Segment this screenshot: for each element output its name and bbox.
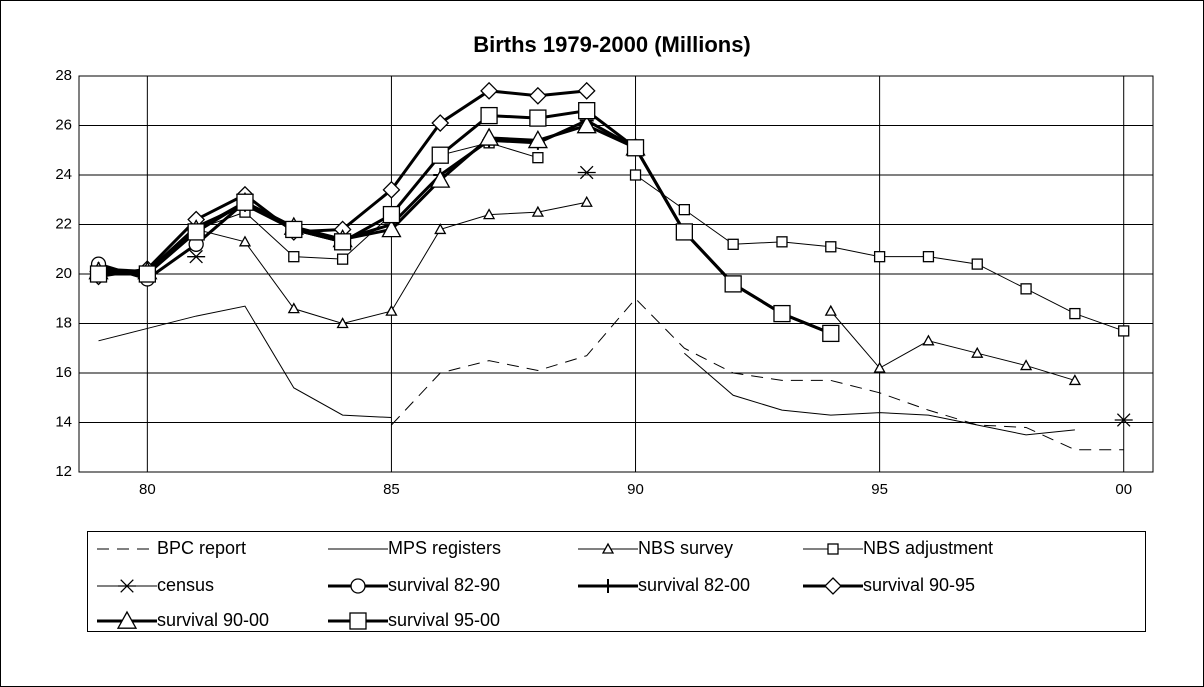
legend-label: survival 90-00 [157, 610, 269, 630]
legend-marker [827, 543, 839, 555]
data-point [430, 169, 451, 188]
data-point [529, 109, 547, 127]
data-point [580, 195, 593, 207]
series-line [98, 305, 392, 419]
legend-label: survival 82-90 [388, 575, 500, 595]
data-point [971, 346, 984, 358]
data-point [382, 205, 401, 224]
legend-marker [118, 579, 136, 593]
data-point [482, 208, 496, 220]
data-point [873, 361, 886, 373]
x-tick-label: 80 [139, 481, 156, 498]
data-point [922, 251, 935, 263]
data-point [678, 203, 690, 216]
y-tick-label: 14 [55, 413, 72, 430]
data-point [336, 317, 349, 329]
legend-marker [350, 578, 366, 594]
legend-label: MPS registers [388, 538, 501, 558]
data-point [431, 146, 449, 164]
y-tick-label: 16 [55, 364, 72, 381]
data-point [434, 223, 447, 235]
x-tick-label: 00 [1115, 481, 1132, 498]
legend-label: survival 90-95 [863, 575, 975, 595]
x-tick-label: 90 [627, 481, 644, 498]
data-point [385, 304, 398, 316]
legend-marker [601, 579, 615, 593]
y-tick-label: 28 [55, 67, 72, 84]
data-point [675, 223, 693, 241]
legend-label: BPC report [157, 538, 246, 558]
y-tick-label: 20 [55, 265, 72, 282]
data-point [724, 275, 742, 293]
data-point [382, 180, 401, 199]
data-point [776, 236, 788, 248]
data-point [187, 249, 206, 264]
data-point [528, 86, 547, 105]
legend-label: survival 95-00 [388, 610, 500, 630]
y-tick-label: 26 [55, 116, 72, 133]
data-point [773, 304, 791, 323]
data-point [285, 220, 303, 239]
data-point [578, 102, 596, 120]
y-tick-label: 18 [55, 314, 72, 331]
series-line [830, 310, 1076, 381]
data-point [336, 253, 349, 265]
data-point [138, 265, 156, 283]
data-point [1114, 413, 1133, 427]
legend-box [87, 531, 1146, 632]
data-point [1068, 374, 1081, 386]
y-tick-label: 24 [55, 166, 72, 183]
data-point [238, 235, 252, 247]
data-point [236, 193, 254, 211]
data-point [333, 233, 352, 251]
data-point [577, 81, 596, 100]
legend-marker [601, 542, 615, 554]
data-point [576, 115, 597, 134]
data-point [825, 241, 837, 253]
data-point [626, 139, 645, 157]
data-point [381, 219, 402, 238]
data-point [187, 223, 205, 241]
data-point [532, 152, 544, 164]
data-point [577, 165, 596, 180]
data-point [922, 334, 935, 346]
data-point [288, 251, 300, 263]
legend-label: NBS survey [638, 538, 733, 558]
legend-label: survival 82-00 [638, 575, 750, 595]
chart-title: Births 1979-2000 (Millions) [473, 32, 751, 57]
data-point [822, 324, 840, 343]
data-point [287, 302, 300, 314]
legend-label: NBS adjustment [863, 538, 993, 558]
data-point [480, 81, 498, 100]
data-point [431, 114, 450, 132]
legend-marker [116, 610, 138, 629]
legend-label: census [157, 575, 214, 595]
data-point [89, 265, 108, 283]
data-point [727, 238, 739, 250]
legend-marker [824, 577, 842, 595]
data-point [480, 106, 498, 125]
y-tick-label: 22 [55, 215, 72, 232]
data-point [531, 205, 544, 217]
series-line [684, 352, 1075, 436]
data-point [971, 258, 983, 270]
data-point [824, 304, 837, 316]
data-point [527, 130, 548, 149]
data-point [478, 127, 500, 146]
data-point [629, 169, 642, 181]
data-point [1019, 359, 1033, 371]
data-point [1020, 283, 1032, 295]
series-line [98, 109, 832, 335]
data-point [1069, 307, 1081, 320]
series-line [391, 298, 1124, 451]
x-tick-label: 95 [871, 481, 888, 498]
legend-marker [349, 612, 367, 630]
data-point [873, 251, 886, 263]
y-tick-label: 12 [55, 463, 72, 480]
x-tick-label: 85 [383, 481, 400, 498]
data-point [1118, 325, 1130, 337]
